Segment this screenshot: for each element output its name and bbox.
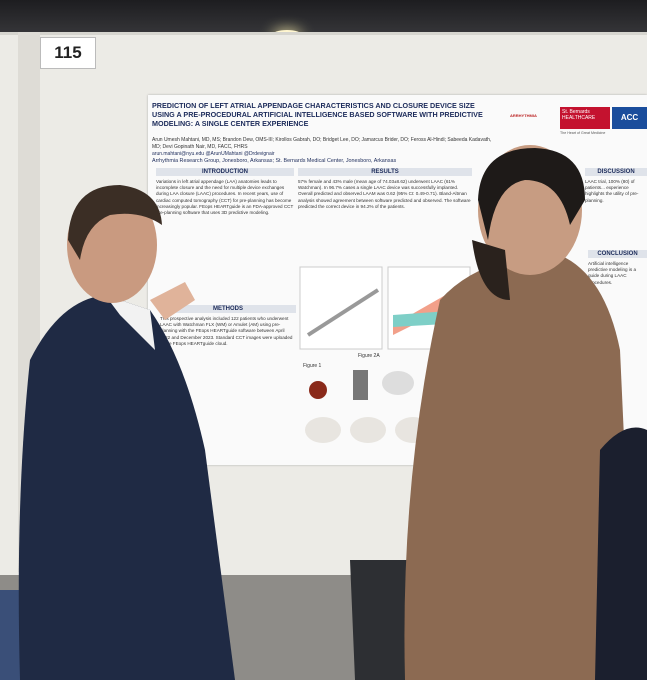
section: INTRODUCTION Variations in left atrial ap… bbox=[156, 168, 294, 216]
section: CONCLUSION Artificial intelligence predic… bbox=[588, 250, 647, 286]
section-heading: CONCLUSION bbox=[588, 250, 647, 258]
section-body: Artificial intelligence predictive model… bbox=[588, 261, 637, 285]
suit-jacket bbox=[18, 295, 235, 680]
figure-image bbox=[382, 371, 414, 395]
poster-contact: arun.mahtani@nyu.edu @ArunUMahtani @Drde… bbox=[152, 151, 275, 157]
logo-text: The Heart of Great Medicine bbox=[560, 131, 606, 135]
section: RESULTS 57% female and 43% male (mean age… bbox=[298, 168, 472, 210]
section-body: LAAC trial, 100% (80) of patients... exp… bbox=[585, 179, 639, 203]
figure-image bbox=[350, 417, 386, 443]
beard bbox=[472, 240, 510, 300]
hand bbox=[150, 282, 195, 320]
regression-band bbox=[306, 288, 380, 337]
shirt-collar bbox=[105, 295, 155, 350]
section-body: 57% female and 43% male (mean age of 74.… bbox=[298, 179, 471, 209]
section-body: This prospective analysis included 122 p… bbox=[160, 316, 293, 346]
figure-label: Figure 1 bbox=[303, 363, 322, 369]
section-heading: RESULTS bbox=[298, 168, 472, 176]
figure-label: Figure 2A bbox=[358, 353, 380, 359]
section-heading: DISCUSSION bbox=[585, 168, 647, 176]
poster-title: PREDICTION OF LEFT ATRIAL APPENDAGE CHAR… bbox=[152, 101, 483, 128]
section-heading: INTRODUCTION bbox=[156, 168, 294, 176]
section-heading: METHODS bbox=[160, 305, 296, 313]
section: METHODS This prospective analysis include… bbox=[160, 305, 296, 347]
figure-image bbox=[353, 370, 368, 400]
booth-number: 115 bbox=[40, 37, 96, 69]
logo-text: St. Bernards HEALTHCARE bbox=[560, 107, 610, 129]
figure-panel bbox=[299, 266, 383, 350]
person-legs bbox=[350, 560, 410, 680]
hair bbox=[478, 148, 585, 240]
person-partial bbox=[595, 427, 647, 680]
section: DISCUSSION LAAC trial, 100% (80) of patie… bbox=[585, 168, 647, 204]
poster-affiliation: Arrhythmia Research Group, Jonesboro, Ar… bbox=[152, 158, 397, 164]
logo-text: ACC bbox=[612, 107, 647, 129]
hair bbox=[68, 185, 162, 260]
poster-authors: Arun Umesh Mahtani, MD, MS; Brandon Dew,… bbox=[152, 137, 492, 150]
logo-text: ARRHYTHMIA bbox=[510, 113, 537, 118]
figure-image bbox=[305, 417, 341, 443]
tweed-jacket bbox=[404, 255, 635, 680]
figure-image bbox=[309, 381, 327, 399]
section-body: Variations in left atrial appendage (LAA… bbox=[156, 179, 294, 215]
